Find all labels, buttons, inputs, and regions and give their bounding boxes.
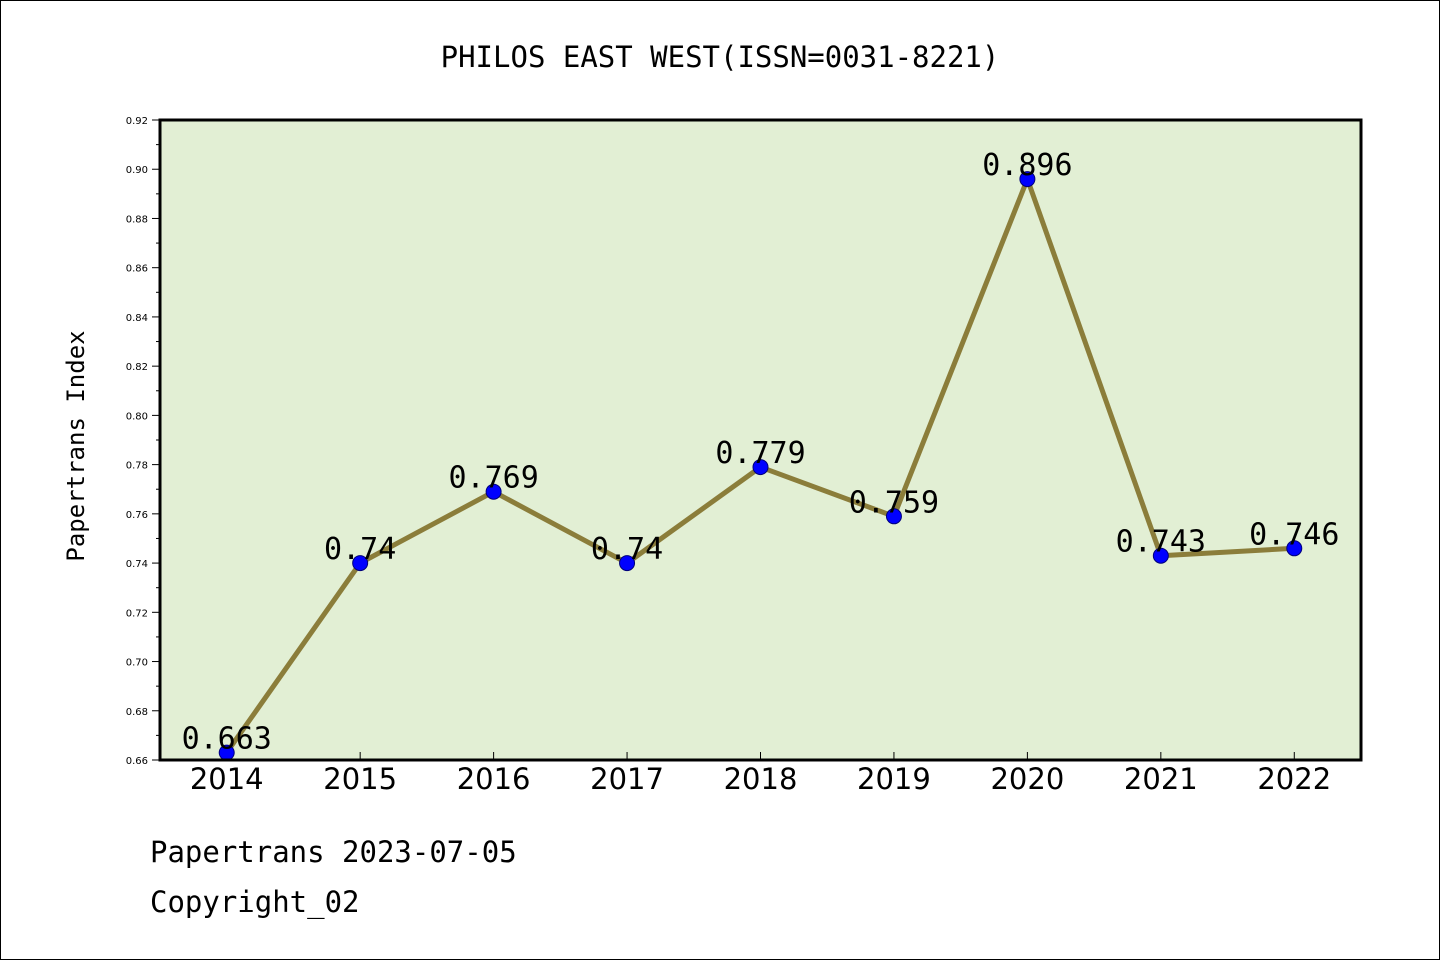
x-tick-label: 2019 [857, 762, 931, 796]
data-label: 0.896 [982, 148, 1072, 183]
chart-title: PHILOS EAST WEST(ISSN=0031-8221) [441, 40, 1000, 74]
y-axis-title: Papertrans Index [62, 330, 90, 561]
x-tick-label: 2020 [990, 762, 1064, 796]
y-tick-label: 0.88 [126, 214, 148, 225]
data-point [885, 508, 902, 525]
data-label: 0.74 [324, 532, 396, 567]
y-tick-label: 0.68 [126, 707, 148, 718]
x-tick-label: 2017 [590, 762, 664, 796]
data-point [1286, 540, 1303, 557]
x-axis: 2014 2015 2016 2017 2018 2019 2020 2021 2022 [190, 752, 1331, 796]
data-label: 0.779 [715, 436, 805, 471]
footer-date-text: Papertrans 2023-07-05 [150, 835, 517, 869]
data-label: 0.663 [182, 722, 272, 757]
y-tick-label: 0.90 [126, 165, 148, 176]
data-label: 0.746 [1249, 517, 1339, 552]
y-axis: 0.66 0.68 0.70 0.72 0.74 0.76 0.78 0.80 0.82 0.84… [126, 116, 160, 767]
data-point [1152, 547, 1169, 564]
data-point [485, 483, 502, 500]
plot-border [158, 118, 1363, 762]
y-tick-label: 0.66 [126, 756, 148, 767]
y-tick-label: 0.80 [126, 411, 148, 422]
x-tick-label: 2021 [1124, 762, 1198, 796]
y-tick-label: 0.70 [126, 658, 148, 669]
x-tick-label: 2015 [323, 762, 397, 796]
footer-copyright-text: Copyright_02 [150, 885, 360, 919]
x-tick-label: 2014 [190, 762, 264, 796]
series-group: 0.663 0.74 0.769 0.74 0.779 0.759 0.896 0.743 0.… [182, 148, 1339, 761]
data-point [352, 555, 369, 572]
y-tick-label: 0.92 [126, 116, 148, 127]
y-tick-label: 0.82 [126, 362, 148, 373]
y-tick-label: 0.72 [126, 608, 148, 619]
data-label: 0.769 [448, 461, 538, 496]
data-point [619, 555, 636, 572]
data-label: 0.743 [1116, 525, 1206, 560]
x-tick-label: 2022 [1257, 762, 1331, 796]
data-label: 0.74 [591, 532, 663, 567]
data-label: 0.759 [849, 485, 939, 520]
y-tick-label: 0.86 [126, 264, 148, 275]
data-point [752, 459, 769, 476]
x-tick-label: 2018 [724, 762, 798, 796]
y-tick-label: 0.76 [126, 510, 148, 521]
y-tick-label: 0.84 [126, 313, 148, 324]
y-tick-label: 0.74 [126, 559, 148, 570]
data-point [1019, 171, 1036, 188]
plot-area [160, 120, 1361, 760]
y-tick-label: 0.78 [126, 461, 148, 472]
x-tick-label: 2016 [457, 762, 531, 796]
